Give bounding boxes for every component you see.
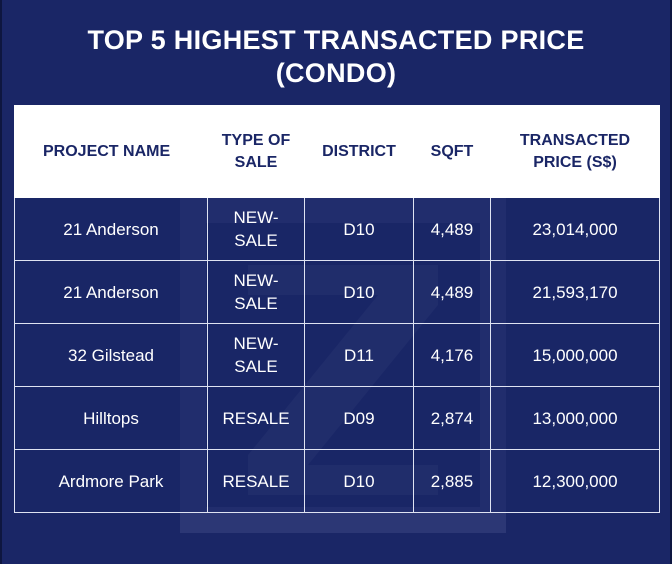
cell-transacted-price: 15,000,000 — [490, 323, 660, 387]
cell-district: D11 — [304, 323, 414, 387]
header-project-name: PROJECT NAME — [14, 105, 208, 198]
cell-sqft: 2,874 — [413, 386, 491, 450]
cell-sqft: 4,176 — [413, 323, 491, 387]
cell-district: D10 — [304, 449, 414, 513]
cell-sqft: 2,885 — [413, 449, 491, 513]
cell-district: D10 — [304, 260, 414, 324]
header-sqft: SQFT — [413, 105, 491, 198]
cell-project-name: 21 Anderson — [14, 260, 208, 324]
title-line-2: (CONDO) — [275, 58, 397, 88]
cell-type-of-sale: NEW-SALE — [207, 197, 305, 261]
cell-sqft: 4,489 — [413, 197, 491, 261]
cell-type-of-sale: NEW-SALE — [207, 323, 305, 387]
header-type-of-sale: TYPE OF SALE — [207, 105, 305, 198]
cell-project-name: 32 Gilstead — [14, 323, 208, 387]
table-row: Ardmore Park RESALE D10 2,885 12,300,000 — [14, 449, 660, 513]
cell-transacted-price: 13,000,000 — [490, 386, 660, 450]
header-district: DISTRICT — [304, 105, 414, 198]
table-row: 21 Anderson NEW-SALE D10 4,489 21,593,17… — [14, 260, 660, 324]
cell-project-name: 21 Anderson — [14, 197, 208, 261]
cell-type-of-sale: RESALE — [207, 449, 305, 513]
table-row: 21 Anderson NEW-SALE D10 4,489 23,014,00… — [14, 197, 660, 261]
table-row: 32 Gilstead NEW-SALE D11 4,176 15,000,00… — [14, 323, 660, 387]
cell-project-name: Hilltops — [14, 386, 208, 450]
title-line-1: TOP 5 HIGHEST TRANSACTED PRICE — [87, 25, 585, 55]
cell-transacted-price: 23,014,000 — [490, 197, 660, 261]
header-transacted-price: TRANSACTED PRICE (S$) — [490, 105, 660, 198]
table-row: Hilltops RESALE D09 2,874 13,000,000 — [14, 386, 660, 450]
cell-district: D10 — [304, 197, 414, 261]
table-header-row: PROJECT NAME TYPE OF SALE DISTRICT SQFT T… — [14, 105, 660, 198]
page-title: TOP 5 HIGHEST TRANSACTED PRICE (CONDO) — [0, 24, 672, 90]
cell-type-of-sale: RESALE — [207, 386, 305, 450]
cell-transacted-price: 12,300,000 — [490, 449, 660, 513]
transactions-table: PROJECT NAME TYPE OF SALE DISTRICT SQFT T… — [14, 105, 660, 513]
cell-transacted-price: 21,593,170 — [490, 260, 660, 324]
cell-project-name: Ardmore Park — [14, 449, 208, 513]
cell-type-of-sale: NEW-SALE — [207, 260, 305, 324]
cell-sqft: 4,489 — [413, 260, 491, 324]
cell-district: D09 — [304, 386, 414, 450]
